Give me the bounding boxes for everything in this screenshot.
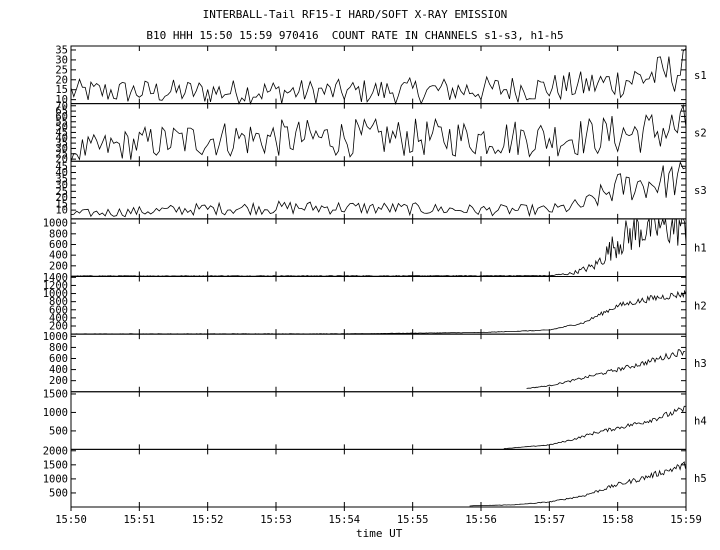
y-tick-label-h5: 500 bbox=[49, 487, 68, 499]
series-label-s1: s1 bbox=[694, 70, 707, 82]
y-tick-label-h2: 800 bbox=[49, 296, 68, 308]
panel-frame-h5 bbox=[70, 448, 687, 508]
series-label-h2: h2 bbox=[694, 300, 707, 312]
y-tick-label-s2: 40 bbox=[55, 132, 68, 144]
y-tick-label-h3: 600 bbox=[49, 353, 68, 365]
y-tick-label-h2: 400 bbox=[49, 312, 68, 324]
x-tick-label: 15:58 bbox=[602, 514, 634, 526]
y-tick-label-s2: 35 bbox=[55, 138, 68, 150]
x-tick-label: 15:52 bbox=[192, 514, 224, 526]
y-tick-label-s2: 30 bbox=[55, 143, 68, 155]
series-line-h3 bbox=[526, 349, 686, 389]
y-tick-label-s1: 25 bbox=[55, 64, 68, 76]
series-label-s3: s3 bbox=[694, 185, 707, 197]
x-tick-label: 15:53 bbox=[260, 514, 292, 526]
y-tick-label-h4: 1000 bbox=[43, 407, 68, 419]
y-tick-label-h1: 600 bbox=[49, 239, 68, 251]
y-tick-label-h5: 1000 bbox=[43, 473, 68, 485]
series-line-h1 bbox=[70, 218, 687, 277]
y-tick-label-s2: 45 bbox=[55, 127, 68, 139]
x-tick-label: 15:50 bbox=[55, 514, 87, 526]
y-tick-label-h2: 200 bbox=[49, 321, 68, 333]
y-tick-label-h3: 800 bbox=[49, 342, 68, 354]
y-tick-label-h5: 1500 bbox=[43, 459, 68, 471]
y-tick-label-s1: 20 bbox=[55, 74, 68, 86]
y-tick-label-s1: 30 bbox=[55, 54, 68, 66]
y-tick-label-h1: 800 bbox=[49, 228, 68, 240]
y-tick-label-h1: 1000 bbox=[43, 218, 68, 230]
y-tick-label-h1: 400 bbox=[49, 250, 68, 262]
y-tick-label-h4: 500 bbox=[49, 425, 68, 437]
y-tick-label-s3: 45 bbox=[55, 161, 68, 173]
x-tick-label: 15:54 bbox=[329, 514, 361, 526]
chart-subtitle: B10 HHH 15:50 15:59 970416 COUNT RATE IN… bbox=[146, 29, 564, 42]
series-label-s2: s2 bbox=[694, 127, 707, 139]
y-tick-label-s2: 50 bbox=[55, 122, 68, 134]
series-line-s2 bbox=[70, 103, 687, 162]
y-tick-label-s2: 55 bbox=[55, 116, 68, 128]
y-tick-label-h2: 1200 bbox=[43, 280, 68, 292]
y-tick-label-h1: 200 bbox=[49, 260, 68, 272]
series-label-h1: h1 bbox=[694, 243, 707, 255]
y-tick-label-h3: 200 bbox=[49, 375, 68, 387]
y-tick-label-h3: 1000 bbox=[43, 331, 68, 343]
y-tick-label-h2: 1400 bbox=[43, 272, 68, 284]
series-label-h5: h5 bbox=[694, 473, 707, 485]
y-tick-label-h4: 1500 bbox=[43, 388, 68, 400]
y-tick-label-s1: 15 bbox=[55, 84, 68, 96]
x-axis-label: time UT bbox=[356, 527, 403, 540]
panel-frame-h4 bbox=[70, 391, 687, 450]
x-tick-label: 15:59 bbox=[670, 514, 702, 526]
y-tick-label-h2: 1000 bbox=[43, 288, 68, 300]
y-tick-label-s3: 25 bbox=[55, 186, 68, 198]
series-line-h4 bbox=[503, 405, 686, 450]
y-tick-label-h5: 2000 bbox=[43, 445, 68, 457]
panel-frame-h2 bbox=[70, 276, 687, 335]
y-tick-label-s2: 20 bbox=[55, 154, 68, 166]
series-label-h4: h4 bbox=[694, 416, 707, 428]
y-tick-label-s2: 25 bbox=[55, 148, 68, 160]
y-tick-label-s2: 70 bbox=[55, 100, 68, 112]
x-tick-label: 15:56 bbox=[465, 514, 497, 526]
y-tick-label-s1: 10 bbox=[55, 94, 68, 106]
series-line-h2 bbox=[71, 289, 687, 335]
y-tick-label-s3: 35 bbox=[55, 173, 68, 185]
panel-frame-h3 bbox=[70, 333, 687, 393]
series-line-s3 bbox=[70, 161, 687, 218]
y-tick-label-s1: 35 bbox=[55, 44, 68, 56]
y-tick-label-s2: 65 bbox=[55, 106, 68, 118]
y-tick-label-s2: 60 bbox=[55, 111, 68, 123]
y-tick-label-s3: 15 bbox=[55, 198, 68, 210]
series-line-s1 bbox=[70, 48, 687, 105]
chart-title: INTERBALL-Tail RF15-I HARD/SOFT X-RAY EM… bbox=[202, 8, 508, 21]
y-tick-label-s3: 10 bbox=[55, 205, 68, 217]
x-tick-label: 15:57 bbox=[534, 514, 566, 526]
series-line-h5 bbox=[469, 461, 686, 507]
y-tick-label-h2: 600 bbox=[49, 304, 68, 316]
panel-frame-s3 bbox=[70, 160, 687, 220]
y-tick-label-s3: 40 bbox=[55, 167, 68, 179]
series-label-h3: h3 bbox=[694, 358, 707, 370]
y-tick-label-s3: 30 bbox=[55, 180, 68, 192]
x-tick-label: 15:51 bbox=[124, 514, 156, 526]
y-tick-label-h3: 400 bbox=[49, 364, 68, 376]
y-tick-label-s3: 20 bbox=[55, 192, 68, 204]
x-tick-label: 15:55 bbox=[397, 514, 429, 526]
